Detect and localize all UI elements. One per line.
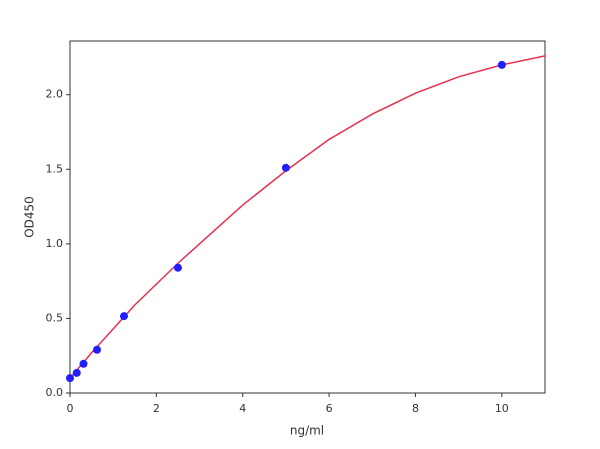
data-point	[173, 263, 182, 272]
x-tick-label: 6	[326, 402, 333, 415]
y-tick-label: 1.0	[46, 237, 64, 250]
x-axis-label: ng/ml	[290, 424, 324, 438]
y-tick-label: 1.5	[46, 162, 64, 175]
x-tick-label: 2	[153, 402, 160, 415]
data-point	[79, 359, 88, 368]
data-point	[119, 312, 128, 321]
x-tick-label: 0	[67, 402, 74, 415]
data-point	[66, 374, 74, 383]
data-point	[72, 368, 81, 377]
y-axis-label: OD450	[23, 196, 37, 238]
y-tick-label: 2.0	[46, 88, 64, 101]
y-tick-label: 0.0	[46, 386, 64, 399]
fit-curve	[69, 55, 546, 379]
data-point	[281, 163, 290, 172]
plot-frame	[69, 40, 546, 394]
y-tick-label: 0.5	[46, 311, 64, 324]
x-tick-label: 10	[495, 402, 509, 415]
x-tick-label: 8	[412, 402, 419, 415]
data-point	[497, 60, 506, 69]
x-tick-label: 4	[239, 402, 246, 415]
data-point	[92, 345, 101, 354]
